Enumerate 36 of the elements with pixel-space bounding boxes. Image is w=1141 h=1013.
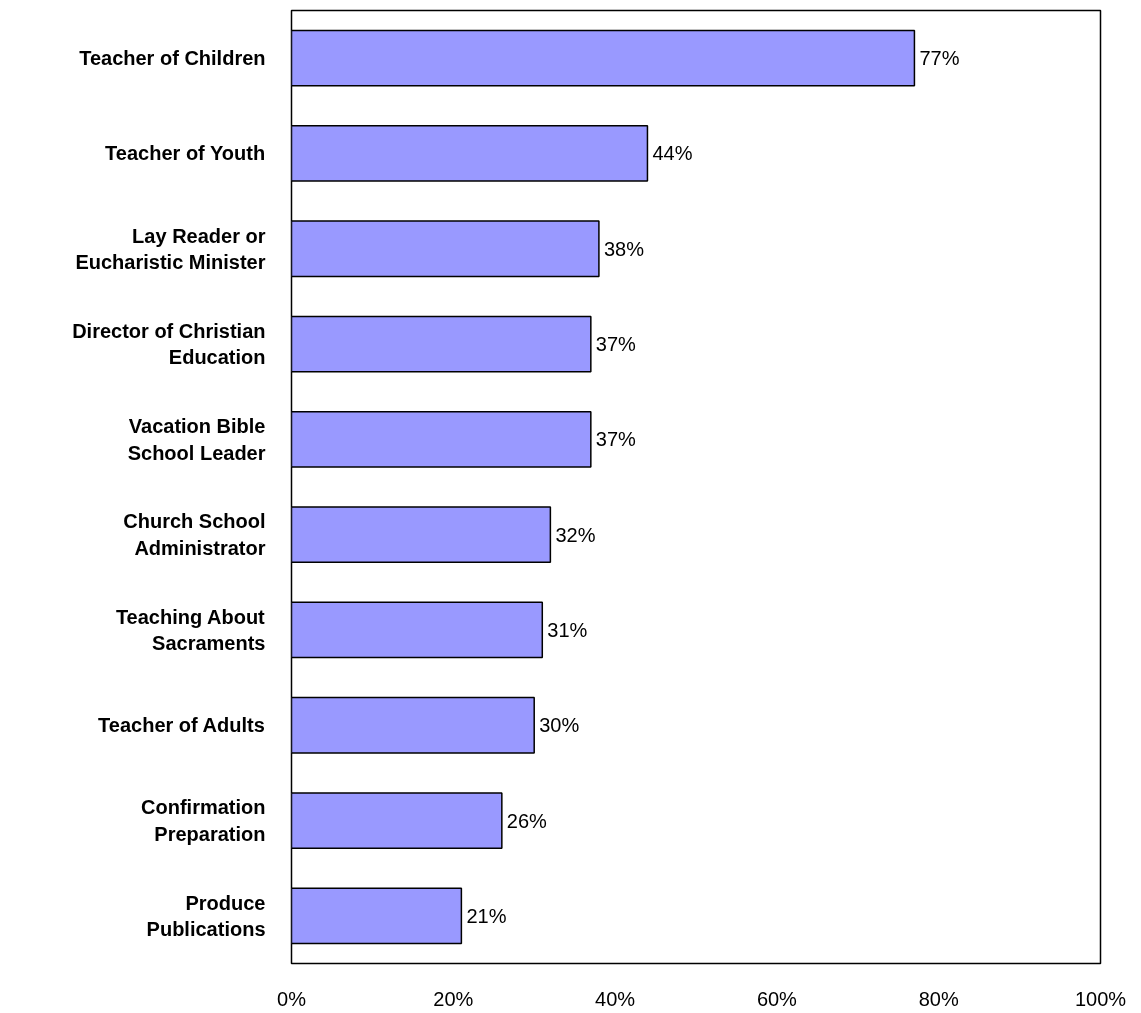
bar [291,29,916,87]
bar [291,506,552,564]
x-tick-label: 40% [595,987,636,1010]
x-tick-label: 60% [756,987,798,1010]
data-label: 44% [652,142,693,165]
bar [291,220,600,278]
data-label: 31% [547,618,588,641]
y-tick-label: Lay Reader or Eucharistic Minister [75,224,266,273]
bar [291,887,463,945]
bar [291,601,544,659]
data-label: 77% [919,47,960,70]
bar [291,410,592,468]
data-label: 37% [595,333,637,356]
bar [291,696,535,754]
data-label: 26% [506,809,548,832]
y-tick-label: Teacher of Youth [105,142,266,165]
data-label: 32% [555,523,596,546]
bar [291,125,649,182]
y-tick-label: Teaching About Sacraments [115,605,266,655]
y-tick-label: Teacher of Adults [98,714,265,737]
y-tick-label: Director of Christian Education [72,319,266,369]
y-tick-label: Produce Publications [146,891,266,941]
data-label: 30% [539,714,580,737]
y-tick-label: Confirmation Preparation [141,796,266,845]
y-tick-label: Vacation Bible School Leader [127,415,266,464]
x-tick-label: 0% [277,987,307,1010]
bar [291,315,592,373]
y-tick-label: Teacher of Children [79,47,266,70]
y-tick-label: Church School Administrator [123,510,266,559]
data-label: 21% [466,904,507,927]
data-label: 37% [595,428,637,451]
data-label: 38% [603,237,645,260]
bar [291,792,503,849]
x-tick-label: 100% [1074,987,1127,1010]
x-tick-label: 80% [918,987,959,1010]
x-tick-label: 20% [433,987,474,1010]
